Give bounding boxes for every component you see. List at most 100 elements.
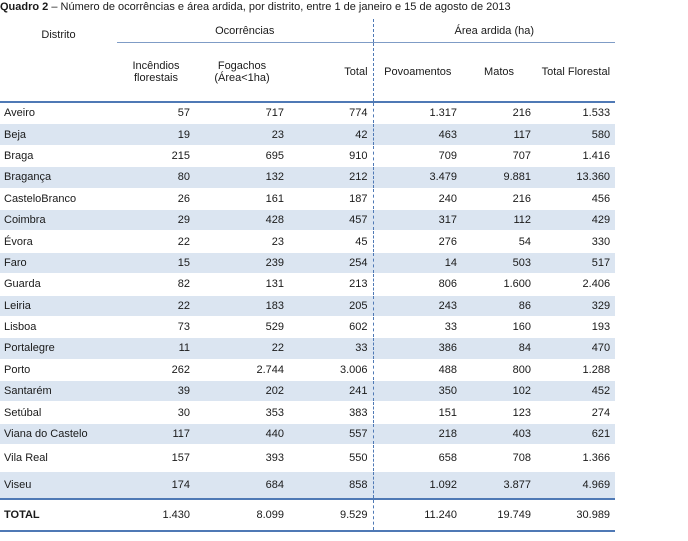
- cell-fogachos: 2.744: [195, 359, 289, 382]
- header-fogachos: Fogachos (Área<1ha): [195, 42, 289, 103]
- cell-matos: 800: [462, 359, 537, 382]
- table-row: Portalegre 11 22 33 386 84 470: [0, 337, 616, 360]
- cell-total: 557: [289, 423, 374, 446]
- cell-fogachos: 393: [195, 444, 289, 473]
- table-row: Aveiro 57 717 774 1.317 216 1.533: [0, 102, 616, 125]
- cell-incendios: 19: [117, 123, 195, 146]
- cell-total-florestal: 621: [536, 423, 616, 446]
- header-area-ardida: Área ardida (ha): [373, 19, 616, 43]
- cell-distrito: Braga: [0, 145, 117, 168]
- cell-matos: 216: [462, 188, 537, 210]
- table-row: Viana do Castelo 117 440 557 218 403 621: [0, 423, 616, 446]
- cell-matos: 123: [462, 401, 537, 424]
- table-row: Beja 19 23 42 463 117 580: [0, 123, 616, 146]
- cell-distrito: Guarda: [0, 273, 117, 296]
- cell-fogachos: 131: [195, 273, 289, 296]
- cell-total: 45: [289, 230, 374, 253]
- cell-incendios: 26: [117, 188, 195, 210]
- cell-incendios: 29: [117, 209, 195, 232]
- header-matos: Matos: [462, 42, 537, 103]
- cell-total: 205: [289, 295, 374, 317]
- cell-incendios: 30: [117, 401, 195, 424]
- cell-total: 858: [289, 471, 374, 500]
- cell-total: 241: [289, 380, 374, 403]
- cell-total-florestal: 517: [536, 252, 616, 275]
- cell-total-florestal: 429: [536, 209, 616, 232]
- cell-distrito: Beja: [0, 123, 117, 146]
- cell-total: 187: [289, 188, 374, 210]
- cell-povoamentos: 218: [373, 423, 463, 446]
- cell-total-florestal: 193: [536, 316, 616, 339]
- cell-distrito: Viana do Castelo: [0, 423, 117, 446]
- table-row: Braga 215 695 910 709 707 1.416: [0, 145, 616, 168]
- header-total: Total: [289, 42, 374, 103]
- cell-total-florestal: 1.416: [536, 145, 616, 168]
- cell-total: 602: [289, 316, 374, 339]
- table-row: Évora 22 23 45 276 54 330: [0, 230, 616, 253]
- caption-label: Quadro 2: [0, 1, 49, 13]
- cell-fogachos: 8.099: [195, 498, 289, 533]
- cell-incendios: 11: [117, 337, 195, 360]
- cell-distrito: Portalegre: [0, 337, 117, 360]
- cell-incendios: 1.430: [117, 498, 195, 533]
- cell-fogachos: 428: [195, 209, 289, 232]
- cell-total-florestal: 30.989: [536, 498, 616, 533]
- table-row: Porto 262 2.744 3.006 488 800 1.288: [0, 359, 616, 382]
- cell-povoamentos: 658: [373, 444, 463, 473]
- cell-fogachos: 695: [195, 145, 289, 168]
- cell-fogachos: 183: [195, 295, 289, 317]
- fires-table: Distrito Ocorrências Área ardida (ha) In…: [0, 19, 616, 533]
- cell-total: 33: [289, 337, 374, 360]
- cell-fogachos: 132: [195, 166, 289, 189]
- table-row: Setúbal 30 353 383 151 123 274: [0, 401, 616, 424]
- cell-fogachos: 202: [195, 380, 289, 403]
- cell-matos: 3.877: [462, 471, 537, 500]
- total-row: TOTAL 1.430 8.099 9.529 11.240 19.749 30…: [0, 498, 616, 533]
- cell-incendios: 82: [117, 273, 195, 296]
- cell-povoamentos: 243: [373, 295, 463, 317]
- cell-total-florestal: 456: [536, 188, 616, 210]
- cell-incendios: 22: [117, 230, 195, 253]
- cell-distrito: Bragança: [0, 166, 117, 189]
- cell-fogachos: 440: [195, 423, 289, 446]
- table-row: Lisboa 73 529 602 33 160 193: [0, 316, 616, 339]
- cell-matos: 112: [462, 209, 537, 232]
- cell-incendios: 117: [117, 423, 195, 446]
- cell-total: 213: [289, 273, 374, 296]
- cell-distrito: Évora: [0, 230, 117, 253]
- cell-incendios: 215: [117, 145, 195, 168]
- cell-incendios: 174: [117, 471, 195, 500]
- table-row: Leiria 22 183 205 243 86 329: [0, 295, 616, 317]
- cell-total: 457: [289, 209, 374, 232]
- table-row: Coimbra 29 428 457 317 112 429: [0, 209, 616, 232]
- header-povoamentos: Povoamentos: [373, 42, 463, 103]
- cell-fogachos: 22: [195, 337, 289, 360]
- cell-total: 42: [289, 123, 374, 146]
- cell-povoamentos: 151: [373, 401, 463, 424]
- cell-incendios: 262: [117, 359, 195, 382]
- table-row: Faro 15 239 254 14 503 517: [0, 252, 616, 275]
- cell-fogachos: 161: [195, 188, 289, 210]
- cell-incendios: 80: [117, 166, 195, 189]
- cell-matos: 503: [462, 252, 537, 275]
- cell-fogachos: 239: [195, 252, 289, 275]
- cell-total-florestal: 1.288: [536, 359, 616, 382]
- cell-matos: 160: [462, 316, 537, 339]
- cell-povoamentos: 14: [373, 252, 463, 275]
- cell-povoamentos: 386: [373, 337, 463, 360]
- cell-povoamentos: 240: [373, 188, 463, 210]
- cell-povoamentos: 350: [373, 380, 463, 403]
- cell-matos: 403: [462, 423, 537, 446]
- cell-total: 254: [289, 252, 374, 275]
- cell-povoamentos: 317: [373, 209, 463, 232]
- cell-total: 212: [289, 166, 374, 189]
- cell-distrito: Setúbal: [0, 401, 117, 424]
- cell-total-florestal: 1.366: [536, 444, 616, 473]
- cell-matos: 84: [462, 337, 537, 360]
- cell-matos: 9.881: [462, 166, 537, 189]
- cell-fogachos: 529: [195, 316, 289, 339]
- caption-text: – Número de ocorrências e área ardida, p…: [48, 1, 511, 13]
- cell-incendios: 57: [117, 102, 195, 125]
- cell-fogachos: 23: [195, 230, 289, 253]
- cell-total: 550: [289, 444, 374, 473]
